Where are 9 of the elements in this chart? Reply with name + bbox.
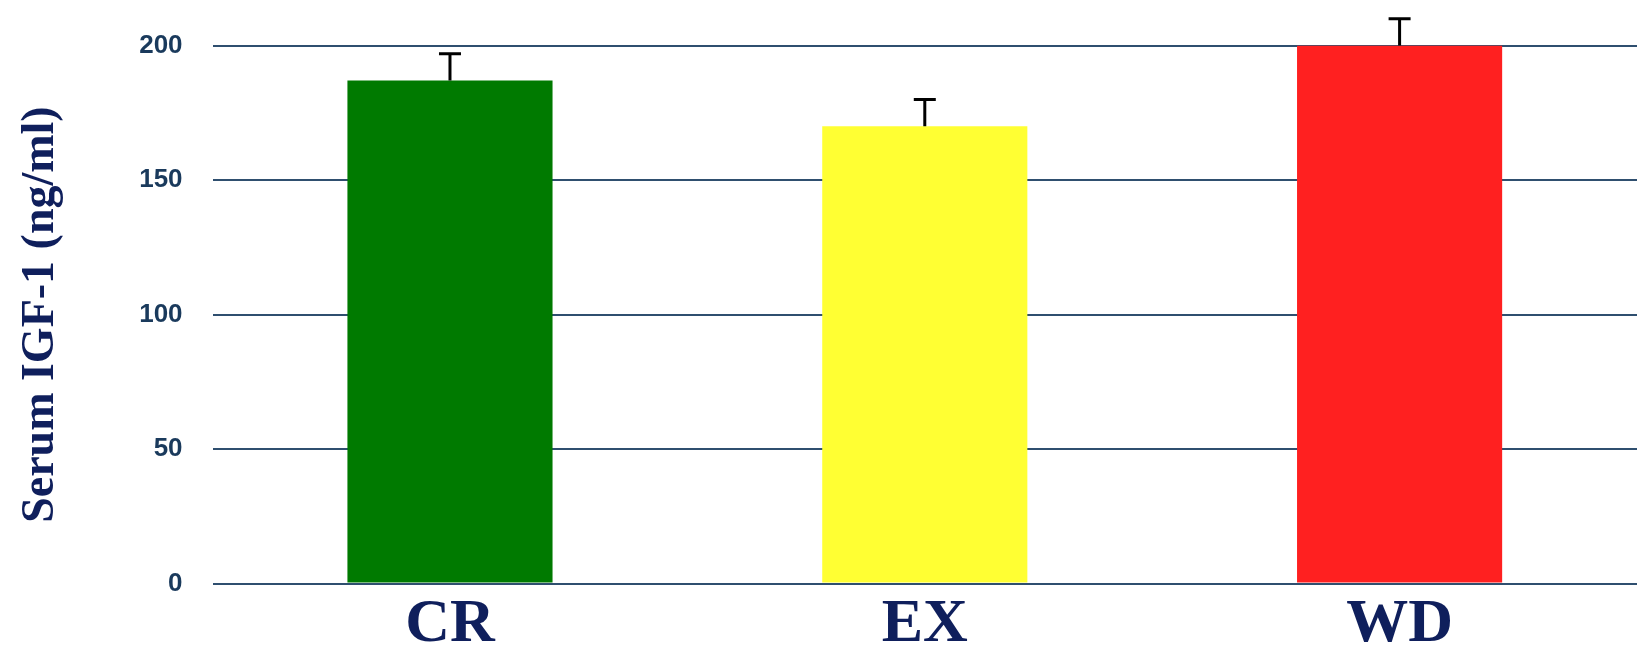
y-tick-label: 50 [153,432,183,463]
y-tick-label: 200 [139,28,183,59]
x-tick-label: WD [1346,585,1453,654]
y-tick-label: 150 [139,163,183,194]
x-tick-label: EX [881,585,969,654]
y-tick-label: 100 [139,297,183,328]
y-axis-title: Serum IGF-1 (ng/ml) [12,106,64,523]
x-tick-label: CR [405,585,496,654]
y-tick-label: 0 [168,566,183,597]
